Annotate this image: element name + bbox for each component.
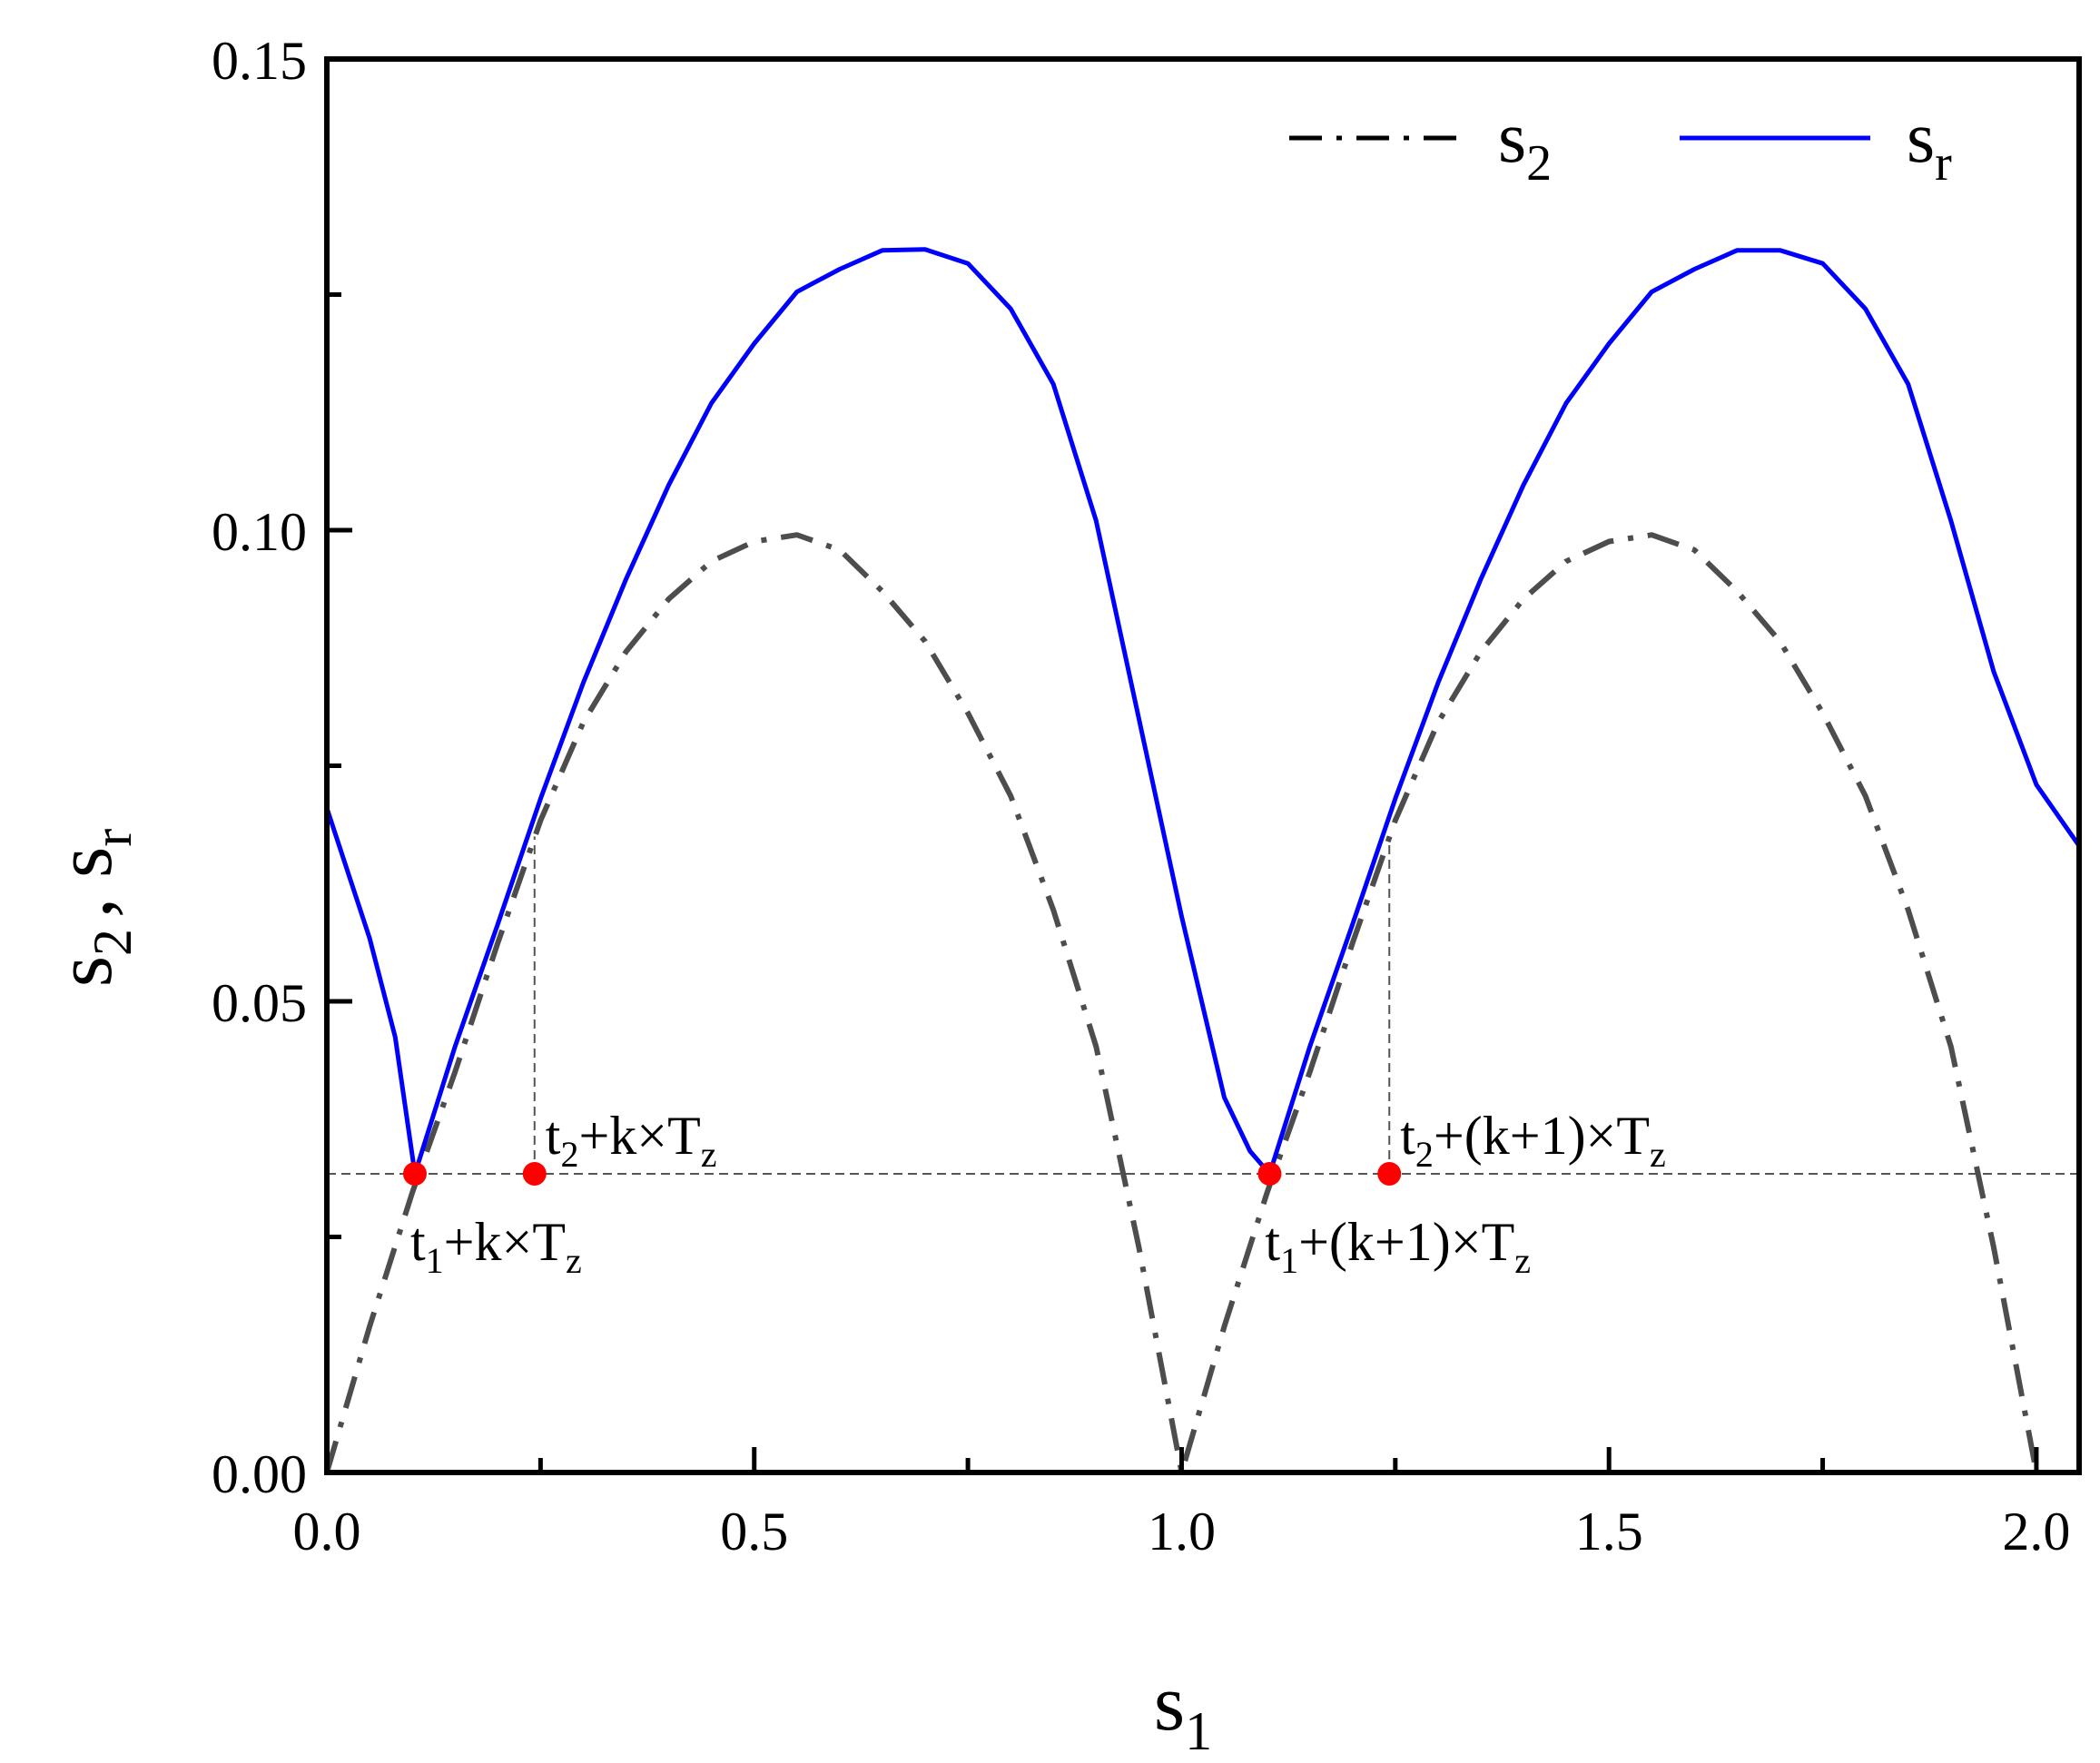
legend-label-sr: sr xyxy=(1907,98,1952,192)
annotation-marker xyxy=(1377,1161,1402,1186)
annotation-labels: t1+k×Tz t2+k×Tz t1+(k+1)×Tz t2+(k+1)×Tz xyxy=(410,1106,1666,1281)
annotation-marker xyxy=(402,1161,427,1186)
legend: s2 sr xyxy=(1289,98,1952,192)
series-layer xyxy=(324,247,2082,1475)
annotation-label: t2+(k+1)×Tz xyxy=(1400,1106,1666,1175)
y-tick-label: 0.10 xyxy=(212,502,307,562)
guide-lines xyxy=(327,836,2079,1175)
annotation-label: t1+k×Tz xyxy=(410,1212,582,1281)
x-tick-label: 1.0 xyxy=(1148,1502,1216,1561)
x-axis-title: s1 xyxy=(1154,1660,1212,1761)
y-tick-label: 0.15 xyxy=(212,31,307,91)
legend-label-s2: s2 xyxy=(1498,98,1552,192)
annotation-marker xyxy=(1257,1161,1282,1186)
annotation-label: t1+(k+1)×Tz xyxy=(1265,1212,1531,1281)
annotation-marker xyxy=(522,1161,547,1186)
series-sr-line xyxy=(324,247,2082,1177)
annotation-label: t2+k×Tz xyxy=(546,1106,717,1175)
y-tick-label: 0.05 xyxy=(212,973,307,1033)
x-tick-label: 1.5 xyxy=(1575,1502,1643,1561)
x-tick-label: 0.0 xyxy=(293,1502,361,1561)
axis-ticks xyxy=(324,56,2039,1475)
series-s2-line xyxy=(324,532,2039,1475)
x-tick-label: 0.5 xyxy=(720,1502,788,1561)
y-axis-title: s2,sr xyxy=(41,829,143,988)
y-tick-label: 0.00 xyxy=(212,1444,307,1504)
tick-labels: 0.0 0.5 1.0 1.5 2.0 0.00 0.05 0.10 0.15 xyxy=(212,31,2070,1561)
annotation-markers xyxy=(402,1161,1402,1186)
plot-frame xyxy=(324,56,2082,1475)
x-tick-label: 2.0 xyxy=(2002,1502,2070,1561)
